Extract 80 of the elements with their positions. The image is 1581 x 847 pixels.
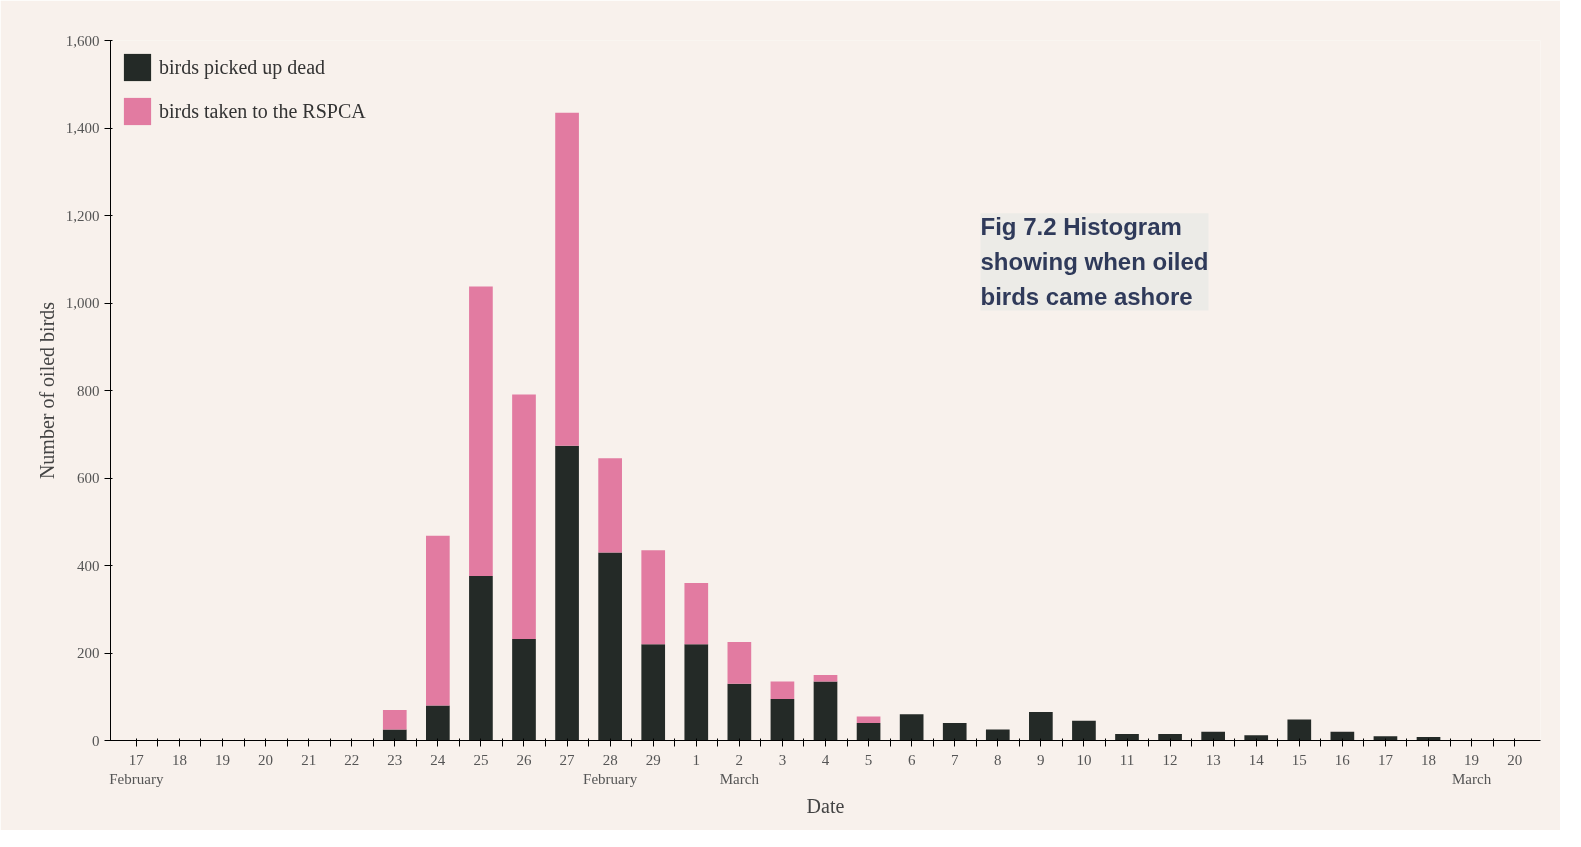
x-tick-label: 1 (692, 751, 701, 768)
bar (469, 576, 493, 741)
x-tick-label: 15 (1291, 751, 1307, 768)
legend-label: birds picked up dead (159, 55, 326, 79)
x-tick-label: 7 (950, 751, 959, 768)
bar (727, 642, 752, 684)
x-tick-label: 17 (1377, 751, 1394, 768)
bar (1244, 735, 1269, 741)
x-tick-label: 24 (430, 751, 446, 768)
bar (1029, 712, 1053, 741)
bar (382, 729, 407, 741)
x-tick-label: 2 March (719, 751, 760, 787)
x-tick-label: 8 (994, 751, 1002, 768)
y-tick-label: 1,000 (65, 295, 100, 311)
bar (985, 729, 1010, 741)
x-tick-label: 20 (1507, 751, 1523, 768)
x-tick-label: 26 (516, 751, 532, 768)
bar (512, 639, 536, 741)
x-tick-label: 20 (258, 751, 274, 768)
x-tick-label: 21 (301, 751, 317, 768)
x-tick-label: 14 (1248, 751, 1265, 768)
y-axis-title: Number of oiled birds (35, 301, 58, 480)
bar (727, 683, 752, 741)
x-tick-label: 4 (821, 751, 830, 768)
bar (1158, 733, 1182, 741)
legend-label: birds taken to the RSPCA (159, 99, 366, 123)
bar (426, 705, 450, 741)
x-tick-label: 29 (645, 751, 661, 768)
x-tick-label: 18 (171, 751, 187, 768)
bar (856, 716, 881, 723)
bar (426, 535, 450, 706)
y-tick-label: 200 (77, 645, 100, 661)
x-tick-label: 10 (1076, 751, 1092, 768)
x-axis-title: Date (806, 794, 845, 817)
x-tick-label: 25 (473, 751, 489, 768)
x-tick-label: 27 (559, 751, 576, 768)
text: Fig 7.2 Histogram showing when oiled birds came ashore (980, 213, 1209, 311)
x-tick-label: 11 (1119, 751, 1135, 768)
x-tick-label: 17 February (109, 751, 164, 787)
x-tick-label: 16 (1334, 751, 1351, 768)
y-tick-label: 0 (92, 732, 100, 749)
x-tick-label: 23 (387, 751, 403, 768)
bar (1072, 720, 1096, 741)
bar (555, 445, 579, 741)
x-tick-label: 12 (1162, 751, 1178, 768)
x-tick-label: 6 (907, 751, 916, 768)
x-tick-label: 9 (1037, 751, 1045, 768)
bar (942, 723, 967, 741)
bar (770, 698, 795, 741)
bar (1287, 719, 1312, 741)
bar (598, 552, 622, 741)
bar (684, 583, 709, 645)
bar (598, 458, 622, 553)
bar (469, 286, 493, 576)
x-tick-label: 5 (864, 751, 873, 768)
bar (813, 681, 838, 741)
y-tick-label: 1,200 (65, 207, 100, 224)
y-tick-label: 400 (77, 557, 100, 574)
x-tick-label: 13 (1205, 751, 1221, 768)
x-tick-label: 19 (214, 751, 230, 768)
y-tick-label: 1,600 (65, 32, 100, 49)
x-tick-label: 22 (344, 751, 360, 768)
bar (770, 681, 795, 699)
bar (899, 714, 924, 741)
y-tick-label: 1,400 (65, 120, 100, 136)
bar (1115, 733, 1139, 741)
bar (684, 644, 709, 741)
x-tick-label: 19 March (1452, 751, 1492, 787)
x-tick-label: 28 February (583, 751, 638, 787)
x-tick-label: 3 (778, 751, 787, 768)
bar (1201, 731, 1225, 741)
x-tick-label: 18 (1421, 751, 1437, 768)
bar (555, 112, 579, 446)
bar (641, 550, 666, 645)
bar (856, 723, 881, 741)
bar (512, 394, 536, 639)
y-tick-label: 600 (77, 470, 100, 486)
bar (641, 644, 666, 741)
bar (382, 709, 407, 730)
y-tick-label: 800 (77, 382, 100, 399)
